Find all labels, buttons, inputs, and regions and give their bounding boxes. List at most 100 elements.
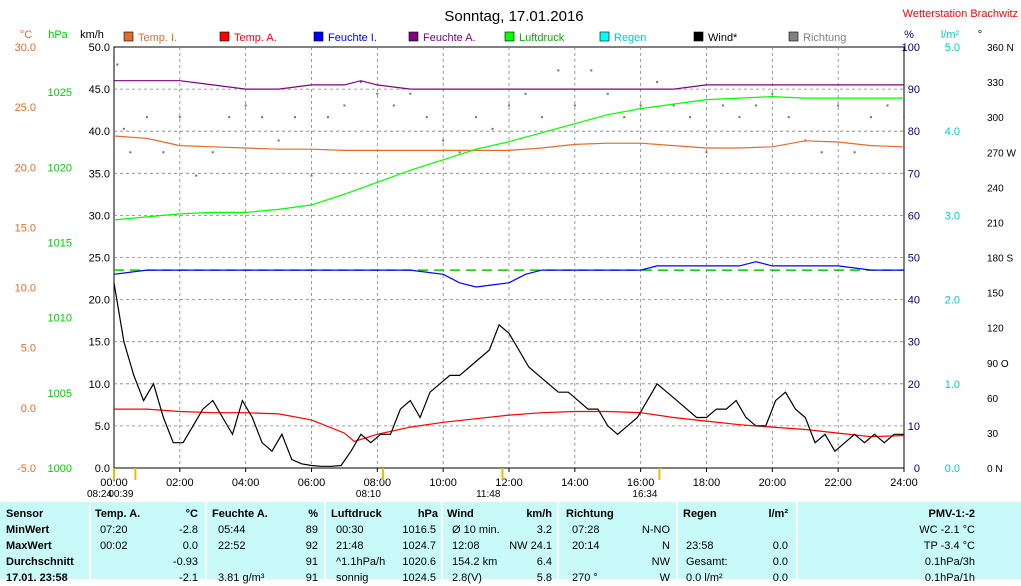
direction-point [524,92,527,95]
x-tick-label: 18:00 [693,477,721,489]
direction-point [343,104,346,107]
direction-point [277,139,280,142]
table-header: Richtung [566,508,614,520]
table-cell: 23:58 [686,540,714,552]
table-cell: 3.81 g/m³ [218,572,265,584]
dir-tick-label: 150 [987,289,1004,300]
kmh-tick-label: 25.0 [89,253,110,265]
table-cell: TP -3.4 °C [923,540,975,552]
chart-background [0,0,1021,502]
direction-point [573,104,576,107]
table-header: Wind [447,508,474,520]
table-cell: 0.0 [772,540,788,552]
direction-point [491,127,494,130]
table-cell: 3.2 [536,524,552,536]
hpa-axis-unit: hPa [48,29,68,41]
direction-point [557,69,560,72]
table-row-label: MinWert [6,524,50,536]
rain-tick-label: 0.0 [945,463,960,475]
hpa-tick-label: 1025 [48,87,72,99]
temp-tick-label: 0.0 [21,403,36,415]
dir-tick-label: 300 [987,113,1004,124]
table-cell: NW 24.1 [509,540,552,552]
table-cell: 12:08 [452,540,480,552]
table-cell: 1020.6 [402,556,436,568]
hpa-tick-label: 1010 [48,313,72,325]
direction-point [376,92,379,95]
direction-point [639,104,642,107]
table-cell: sonnig [336,572,369,584]
series-line-wind [113,282,904,467]
direction-point [129,151,132,154]
pct-axis-unit: % [904,29,914,41]
legend-swatch [219,31,230,42]
table-cell: 89 [305,524,318,536]
table-cell: 22:52 [218,540,246,552]
pct-tick-label: 50 [908,253,920,265]
legend-label: Wind* [708,32,738,44]
dir-tick-label: 90 O [987,359,1009,370]
table-cell: 05:44 [218,524,246,536]
legend-label: Temp. I. [138,32,177,44]
series-line-feuchte-a [114,80,904,90]
rain-tick-label: 1.0 [945,379,960,391]
event-time: 11:48 [476,489,501,500]
hpa-tick-label: 1005 [48,388,72,400]
direction-point [590,69,593,72]
direction-point [623,116,626,119]
table-header: l/m² [768,508,788,520]
table-cell: 0.1hPa/1h [924,572,975,584]
table-header: km/h [526,508,552,520]
table-cell: 20:14 [572,540,600,552]
kmh-tick-label: 20.0 [89,295,110,307]
table-cell: NW [651,556,670,568]
legend: Temp. I. Temp. A. Feuchte I. Feuchte A. Luft… [123,31,846,44]
x-tick-label: 04:00 [232,477,260,489]
pct-tick-label: 0 [914,463,920,475]
table-cell: 07:20 [100,524,128,536]
dir-axis-unit: ° [978,29,982,41]
kmh-tick-label: 10.0 [89,379,110,391]
pct-tick-label: 60 [908,210,920,222]
direction-point [771,92,774,95]
table-cell: -2.8 [179,524,198,536]
direction-point [392,104,395,107]
table-cell: 91 [305,572,318,584]
legend-swatch [599,31,610,42]
direction-point [359,81,362,84]
pct-tick-label: 70 [908,168,920,180]
legend-swatch [408,31,419,42]
kmh-tick-label: 15.0 [89,337,110,349]
kmh-tick-label: 50.0 [89,42,110,54]
direction-point [787,116,790,119]
direction-point [837,104,840,107]
dir-tick-label: 330 [987,78,1004,89]
table-cell: N-NO [641,524,670,536]
table-cell: 1016.5 [402,524,436,536]
series-line-luftdruck [113,95,904,221]
x-tick-label: 14:00 [561,477,589,489]
dir-tick-label: 210 [987,218,1004,229]
table-cell: -2.1 [179,572,198,584]
temp-tick-label: 30.0 [15,42,36,54]
dir-tick-label: 30 [987,429,999,440]
table-cell: Ø 10 min. [452,524,500,536]
x-tick-label: 20:00 [759,477,787,489]
table-cell: 2.8(V) [452,572,482,584]
table-header: Temp. A. [95,508,141,520]
x-tick-label: 24:00 [890,477,918,489]
direction-point [162,151,165,154]
kmh-tick-label: 40.0 [89,126,110,138]
event-time: 08:10 [356,489,381,500]
table-cell: 07:28 [572,524,600,536]
legend-swatch [693,31,704,42]
legend-swatch [313,31,324,42]
table-separator [441,502,443,579]
x-tick-label: 16:00 [627,477,655,489]
table-row-label: 17.01. 23:58 [6,572,68,584]
hpa-tick-label: 1015 [48,237,72,249]
dir-tick-label: 0 N [987,464,1003,475]
kmh-tick-label: 35.0 [89,168,110,180]
table-header: °C [185,508,198,520]
